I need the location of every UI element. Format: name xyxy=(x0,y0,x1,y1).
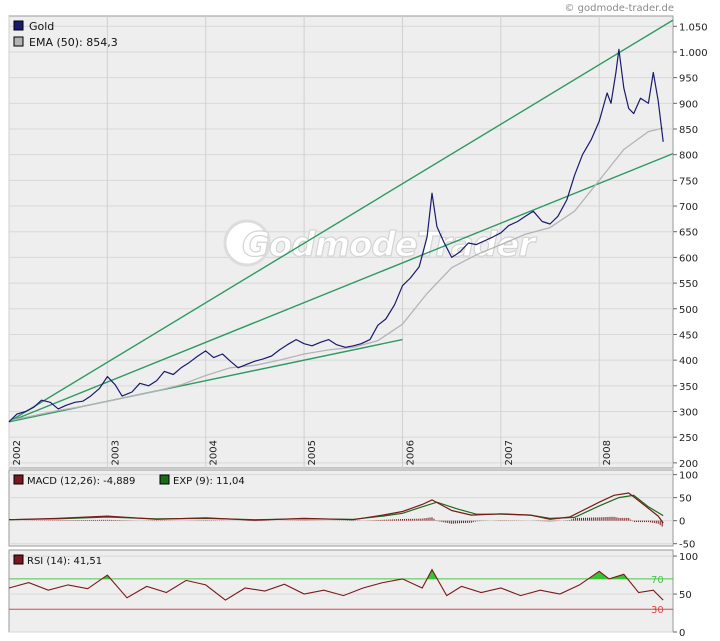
price-y-tick-label: 600 xyxy=(679,253,698,264)
price-y-tick-label: 750 xyxy=(679,176,698,187)
macd-y-tick-label: 50 xyxy=(679,494,692,505)
price-x-tick-label: 2005 xyxy=(307,440,318,465)
rsi-plot-area xyxy=(8,549,674,633)
price-x-tick-label: 2004 xyxy=(209,440,220,465)
legend-swatch-macd xyxy=(13,474,24,485)
price-x-tick-label: 2002 xyxy=(12,440,23,465)
price-grid xyxy=(8,16,673,632)
trendline xyxy=(8,19,674,423)
macd-y-axis: 100 50 0 -50 xyxy=(673,471,698,551)
rsi-y-axis: 100 50 0 xyxy=(673,552,698,639)
rsi-y-tick-label: 0 xyxy=(679,628,685,639)
price-y-tick-label: 550 xyxy=(679,279,698,290)
rsi-level-label: 30 xyxy=(651,605,664,616)
rsi-levels: 70 30 xyxy=(9,575,673,616)
price-y-tick-label: 450 xyxy=(679,330,698,341)
macd-plot-area xyxy=(8,469,674,547)
rsi-series xyxy=(8,568,664,601)
rsi-grid xyxy=(9,555,673,633)
legend-swatch-rsi xyxy=(13,554,24,565)
rsi-y-tick-label: 50 xyxy=(679,590,692,601)
macd-y-tick-label: -50 xyxy=(679,540,695,551)
source-label: © godmode-trader.de xyxy=(565,3,675,14)
price-y-axis: 1.050 1.000 950 900 850 800 750 700 650 600 550 500… xyxy=(673,22,708,470)
legend-label-macd: MACD (12,26): -4,889 xyxy=(27,476,135,487)
price-x-tick-label: 2007 xyxy=(504,440,515,465)
price-x-axis: 2002 2003 2004 2005 2006 2007 2008 xyxy=(12,440,613,465)
price-y-tick-label: 950 xyxy=(679,74,698,85)
price-y-tick-label: 400 xyxy=(679,356,698,367)
price-series xyxy=(8,48,664,423)
watermark-logo-circle xyxy=(223,219,271,267)
legend-label-ema: EMA (50): 854,3 xyxy=(29,36,118,49)
macd-histogram xyxy=(10,516,663,527)
price-x-tick-label: 2006 xyxy=(405,440,416,465)
watermark-text: GodmodeTrader xyxy=(242,225,537,265)
price-y-tick-label: 250 xyxy=(679,433,698,444)
rsi-line xyxy=(8,568,664,601)
macd-series xyxy=(8,492,664,524)
legend-label-rsi: RSI (14): 41,51 xyxy=(27,556,102,567)
price-y-tick-label: 300 xyxy=(679,408,698,419)
legend-swatch-ema xyxy=(13,36,24,47)
legend-label-gold: Gold xyxy=(29,20,54,33)
price-y-tick-label: 850 xyxy=(679,125,698,136)
price-y-tick-label: 500 xyxy=(679,305,698,316)
macd-panel: 100 50 0 -50 MACD (12,26): -4,889 EXP (9): … xyxy=(8,469,698,551)
price-legend: Gold EMA (50): 854,3 xyxy=(13,20,118,49)
price-x-tick-label: 2008 xyxy=(602,440,613,465)
macd-line xyxy=(8,492,664,524)
price-y-tick-label: 700 xyxy=(679,202,698,213)
watermark: GodmodeTrader xyxy=(223,219,539,267)
legend-swatch-signal xyxy=(159,474,170,485)
legend-label-signal: EXP (9): 11,04 xyxy=(173,476,245,487)
macd-legend: MACD (12,26): -4,889 EXP (9): 11,04 xyxy=(13,474,245,487)
ema-line xyxy=(8,127,664,422)
macd-y-tick-label: 0 xyxy=(679,517,685,528)
rsi-level-label: 70 xyxy=(651,575,664,586)
trendline xyxy=(8,153,674,423)
price-x-tick-label: 2003 xyxy=(110,440,121,465)
price-y-tick-label: 350 xyxy=(679,382,698,393)
price-y-tick-label: 1.050 xyxy=(679,22,708,33)
legend-swatch-gold xyxy=(13,20,24,31)
rsi-panel: 70 30 100 50 0 RSI (14): 41,51 xyxy=(8,549,698,639)
price-y-tick-label: 1.000 xyxy=(679,48,708,59)
price-y-tick-label: 800 xyxy=(679,151,698,162)
macd-y-tick-label: 100 xyxy=(679,471,698,482)
gold-price-line xyxy=(8,48,664,423)
rsi-legend: RSI (14): 41,51 xyxy=(13,554,102,567)
price-y-tick-label: 200 xyxy=(679,459,698,470)
price-y-tick-label: 900 xyxy=(679,99,698,110)
rsi-y-tick-label: 100 xyxy=(679,552,698,563)
price-y-tick-label: 650 xyxy=(679,228,698,239)
price-panel: GodmodeTrader 1.050 1.000 950 900 850 800 750 7… xyxy=(8,15,708,632)
